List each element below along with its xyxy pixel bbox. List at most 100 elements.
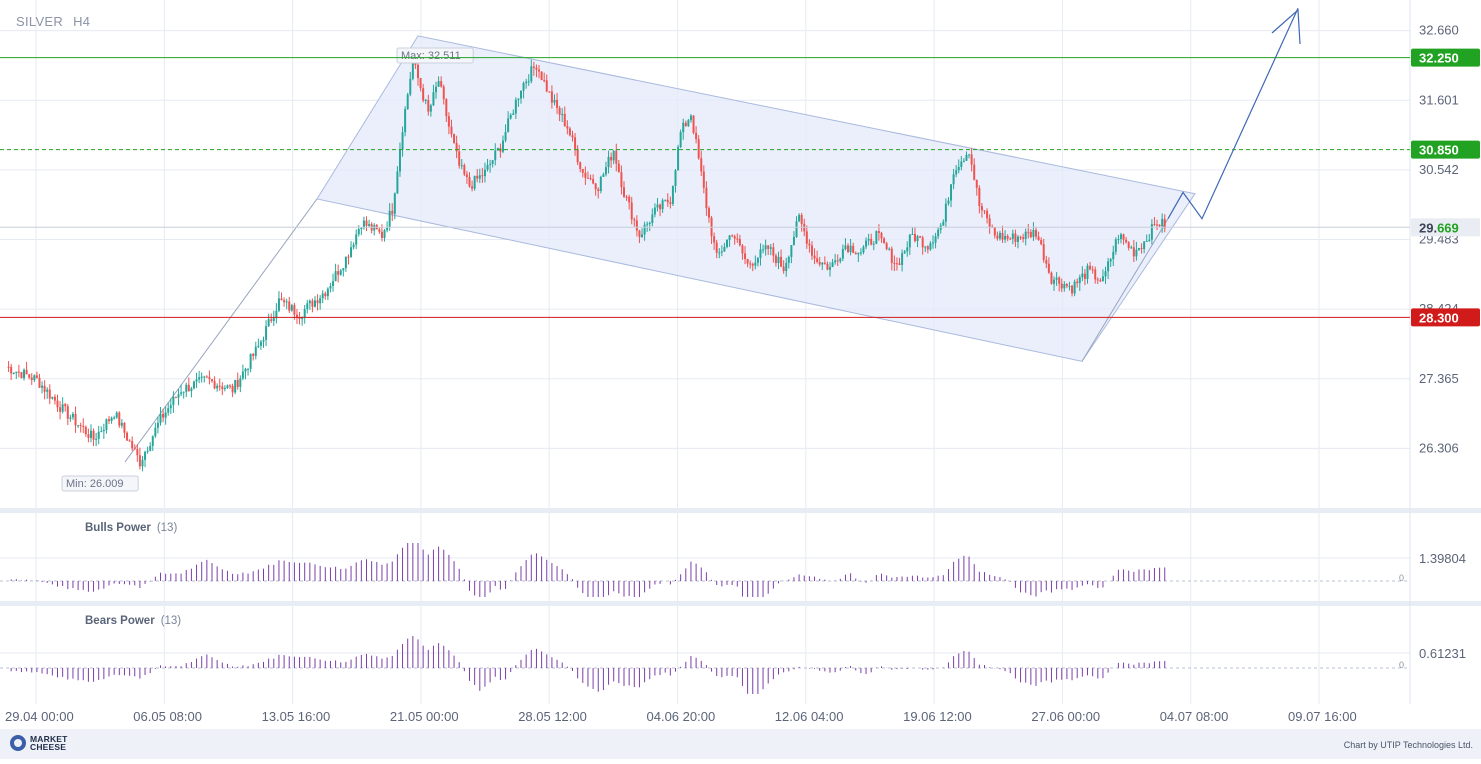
candle-body bbox=[23, 369, 26, 379]
candle-body bbox=[234, 379, 237, 393]
candle-body bbox=[702, 171, 705, 188]
candle-body bbox=[471, 186, 474, 189]
candle-body bbox=[849, 245, 852, 252]
candle-body bbox=[429, 105, 432, 112]
candle-body bbox=[339, 270, 342, 275]
candle-body bbox=[646, 223, 649, 225]
candle-body bbox=[398, 149, 401, 172]
candle-body bbox=[108, 419, 110, 421]
candle-body bbox=[164, 412, 167, 418]
candle-body bbox=[352, 244, 355, 248]
candle-body bbox=[653, 207, 656, 215]
candle-body bbox=[998, 232, 1001, 239]
candle-body bbox=[867, 238, 870, 241]
candle-body bbox=[553, 99, 556, 103]
candle-body bbox=[442, 86, 445, 100]
candle-body bbox=[277, 298, 280, 311]
candle-body bbox=[932, 242, 934, 244]
chart-credit: Chart by UTIP Technologies Ltd. bbox=[1343, 740, 1473, 750]
candle-body bbox=[244, 368, 247, 372]
candle-body bbox=[156, 422, 159, 428]
bears-tick-label: 0.61231 bbox=[1419, 646, 1466, 661]
candle-body bbox=[447, 116, 450, 127]
candle-body bbox=[272, 318, 275, 321]
bears-power-name: Bears Power bbox=[85, 615, 155, 627]
candle-body bbox=[38, 377, 41, 388]
candle-body bbox=[20, 372, 23, 379]
candle-body bbox=[473, 175, 476, 189]
x-tick-label: 09.07 16:00 bbox=[1288, 709, 1357, 724]
bears-power-period: (13) bbox=[160, 615, 182, 627]
candle-body bbox=[764, 245, 767, 250]
candle-body bbox=[1096, 279, 1099, 281]
candle-body bbox=[1040, 240, 1043, 245]
candle-body bbox=[674, 170, 677, 186]
candle-body bbox=[834, 260, 837, 263]
candle-body bbox=[772, 247, 775, 256]
bears-power-title: Bears Power (13) bbox=[85, 615, 181, 627]
candle-body bbox=[885, 243, 888, 250]
candle-body bbox=[870, 238, 873, 245]
candle-body bbox=[980, 206, 983, 211]
candle-body bbox=[1122, 234, 1125, 240]
candle-body bbox=[1148, 239, 1151, 241]
candle-body bbox=[988, 218, 991, 227]
candle-body bbox=[695, 132, 698, 140]
candle-body bbox=[623, 187, 625, 197]
candle-body bbox=[1135, 249, 1138, 257]
candle-body bbox=[666, 199, 669, 203]
candle-body bbox=[1076, 281, 1079, 284]
candle-body bbox=[911, 233, 914, 235]
candle-body bbox=[1091, 269, 1094, 271]
candle-body bbox=[854, 253, 857, 255]
candle-body bbox=[303, 308, 306, 318]
candle-body bbox=[380, 231, 383, 238]
candle-body bbox=[872, 243, 875, 245]
candle-body bbox=[10, 367, 13, 374]
price-level-label: 28.300 bbox=[1419, 310, 1459, 325]
candle-body bbox=[847, 245, 850, 252]
candle-body bbox=[249, 353, 252, 369]
candle-body bbox=[1001, 232, 1004, 240]
candle-body bbox=[944, 203, 947, 222]
candle-body bbox=[126, 432, 129, 441]
candle-body bbox=[396, 171, 399, 194]
candle-body bbox=[1042, 244, 1045, 260]
candle-body bbox=[259, 341, 262, 346]
candle-body bbox=[913, 233, 916, 241]
candle-body bbox=[344, 256, 347, 269]
candle-body bbox=[671, 185, 674, 204]
candle-body bbox=[1143, 241, 1146, 250]
x-tick-label: 12.06 04:00 bbox=[775, 709, 844, 724]
candle-body bbox=[131, 441, 134, 449]
y-tick-label: 31.601 bbox=[1419, 92, 1459, 107]
candle-body bbox=[489, 163, 492, 165]
candle-body bbox=[177, 394, 180, 398]
candle-body bbox=[1035, 229, 1037, 237]
candle-body bbox=[929, 243, 932, 250]
candle-body bbox=[919, 236, 922, 238]
candle-body bbox=[332, 281, 335, 286]
candle-body bbox=[692, 115, 695, 133]
candle-body bbox=[136, 449, 139, 456]
candle-body bbox=[726, 239, 728, 247]
candle-body bbox=[113, 417, 116, 419]
footer-bar bbox=[0, 729, 1481, 759]
candle-body bbox=[550, 91, 553, 103]
candle-body bbox=[84, 427, 87, 435]
panel-separator bbox=[0, 601, 1481, 606]
marketcheese-logo[interactable]: MARKET CHEESE bbox=[10, 735, 68, 751]
candle-body bbox=[566, 126, 569, 129]
candle-body bbox=[643, 224, 646, 235]
candle-body bbox=[298, 317, 301, 319]
candle-body bbox=[877, 231, 880, 233]
candle-body bbox=[785, 262, 788, 271]
candle-body bbox=[713, 236, 716, 243]
candle-body bbox=[401, 132, 404, 150]
candle-body bbox=[790, 245, 793, 257]
candle-body bbox=[689, 115, 692, 121]
candle-body bbox=[857, 252, 860, 255]
candle-body bbox=[777, 256, 780, 264]
candle-body bbox=[620, 172, 623, 188]
